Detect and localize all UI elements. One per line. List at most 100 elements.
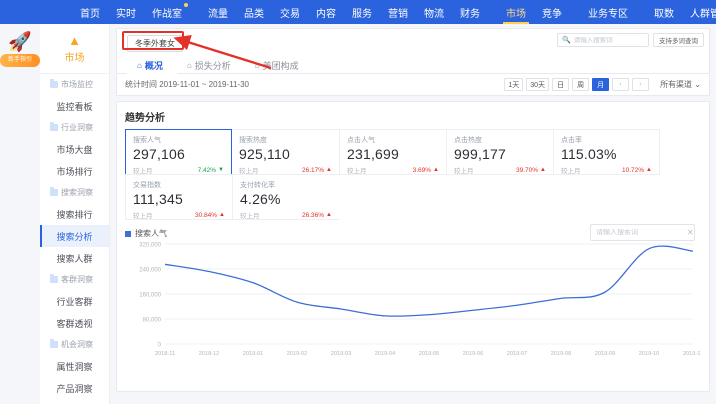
legend-label: 搜索人气: [135, 229, 167, 238]
date-segment-0[interactable]: 1天: [504, 78, 524, 91]
keyword-chip[interactable]: 冬季外套女: [127, 35, 183, 52]
notification-dot-icon: [184, 3, 188, 7]
tab-2[interactable]: ⌂ 美团构成: [245, 56, 313, 76]
nav-item-label: 流量: [208, 8, 228, 20]
folder-icon: [50, 79, 58, 88]
metric-compare-label: 较上月: [133, 168, 153, 175]
sidebar-group-label: 搜索洞察: [61, 188, 93, 197]
date-segment-5[interactable]: ‹: [612, 78, 630, 91]
nav-item-13[interactable]: 业务专区: [580, 0, 636, 24]
tab-1[interactable]: ⌂ 损失分析: [177, 56, 245, 76]
sidebar-item-1-0[interactable]: 市场大盘: [40, 138, 109, 160]
nav-item-label: 营销: [388, 8, 408, 20]
sidebar-item-0-0[interactable]: 监控看板: [40, 95, 109, 117]
date-segment-2[interactable]: 日: [552, 78, 570, 91]
metric-card-6[interactable]: 支付转化率 4.26% 较上月 26.36% ▲: [232, 174, 339, 220]
svg-text:320,000: 320,000: [139, 243, 161, 249]
nav-item-10[interactable]: 财务: [452, 0, 488, 24]
metric-label: 点击人气: [347, 137, 375, 144]
folder-icon: [50, 274, 58, 283]
folder-icon: [50, 122, 58, 131]
svg-text:2019-09: 2019-09: [595, 351, 616, 357]
chart-search-input[interactable]: [596, 229, 687, 236]
chart-search-box[interactable]: ✕: [590, 224, 695, 241]
date-range-label: 统计时间: [125, 80, 157, 89]
sidebar-item-1-1[interactable]: 市场排行: [40, 160, 109, 182]
date-segment-1[interactable]: 30天: [526, 78, 550, 91]
metric-card-1[interactable]: 搜索热度 925,110 较上月 26.17% ▲: [232, 129, 339, 175]
nav-item-label: 交易: [280, 8, 300, 20]
svg-text:2019-11: 2019-11: [683, 351, 701, 357]
multi-word-query-button[interactable]: 支持多词查询: [653, 33, 704, 47]
top-search-input[interactable]: [573, 36, 644, 44]
arrow-up-icon: ▲: [219, 212, 225, 218]
nav-item-0[interactable]: 首页: [72, 0, 108, 24]
top-search-box[interactable]: 🔍: [557, 33, 649, 47]
metric-footer: 较上月 26.36% ▲: [240, 210, 332, 221]
svg-text:2019-06: 2019-06: [463, 351, 484, 357]
tab-list: ⌂ 概况 ⌂ 损失分析 ⌂ 美团构成: [127, 56, 699, 76]
nav-item-3[interactable]: 流量: [200, 0, 236, 24]
sidebar-group-3: 客群洞察: [40, 269, 109, 290]
nav-item-label: 人群管理: [690, 8, 716, 20]
metric-label: 点击率: [561, 137, 582, 144]
market-icon: ▲: [68, 32, 81, 48]
close-icon[interactable]: ✕: [687, 228, 694, 237]
sidebar-item-4-0[interactable]: 属性洞察: [40, 355, 109, 377]
folder-icon: [50, 339, 58, 348]
metric-card-2[interactable]: 点击人气 231,699 较上月 3.69% ▲: [339, 129, 446, 175]
date-segment-3[interactable]: 周: [572, 78, 590, 91]
svg-text:2018-12: 2018-12: [199, 351, 220, 357]
arrow-down-icon: ▼: [218, 167, 224, 173]
tab-0[interactable]: ⌂ 概况: [127, 56, 177, 76]
sidebar-group-4: 机会洞察: [40, 334, 109, 355]
sidebar-item-3-1[interactable]: 客群透视: [40, 312, 109, 334]
nav-item-14[interactable]: 取数: [646, 0, 682, 24]
nav-item-label: 市场: [506, 8, 526, 20]
nav-item-label: 物流: [424, 8, 444, 20]
nav-item-1[interactable]: 实时: [108, 0, 144, 24]
metric-footer: 较上月 10.72% ▲: [561, 165, 652, 176]
metric-value: 231,699: [347, 146, 400, 162]
nav-item-15[interactable]: 人群管理: [682, 0, 716, 24]
metric-value: 925,110: [239, 146, 290, 162]
sidebar-item-label: 客群透视: [56, 318, 93, 329]
sidebar-item-2-1[interactable]: 搜索分析: [40, 225, 109, 247]
tab-label: 概况: [144, 61, 163, 71]
nav-item-6[interactable]: 内容: [308, 0, 344, 24]
sidebar-item-label: 搜索分析: [56, 231, 93, 242]
nav-item-11[interactable]: 市场: [498, 0, 534, 24]
metric-change-pct: 7.42%: [197, 166, 217, 174]
date-segment-6[interactable]: ›: [632, 78, 650, 91]
nav-item-7[interactable]: 服务: [344, 0, 380, 24]
nav-item-5[interactable]: 交易: [272, 0, 308, 24]
nav-item-4[interactable]: 品类: [236, 0, 272, 24]
sidebar-item-4-1[interactable]: 产品洞察: [40, 377, 109, 399]
nav-item-2[interactable]: 作战室: [144, 0, 190, 24]
metric-label: 支付转化率: [240, 182, 275, 189]
arrow-up-icon: ▲: [646, 167, 652, 173]
metric-change-pct: 3.69%: [412, 166, 432, 174]
nav-item-9[interactable]: 物流: [416, 0, 452, 24]
sidebar-item-3-0[interactable]: 行业客群: [40, 290, 109, 312]
channel-select[interactable]: 所有渠道 ⌄: [660, 79, 701, 90]
metric-label: 搜索人气: [133, 137, 161, 144]
metric-card-5[interactable]: 交易指数 111,345 较上月 30.84% ▲: [125, 174, 232, 220]
date-segment-4[interactable]: 月: [592, 78, 610, 91]
nav-item-12[interactable]: 竞争: [534, 0, 570, 24]
rocket-icon[interactable]: 🚀: [8, 32, 32, 53]
metric-card-0[interactable]: 搜索人气 297,106 较上月 7.42% ▼: [125, 129, 232, 175]
date-range: 统计时间 2019-11-01 ~ 2019-11-30: [125, 79, 249, 90]
sidebar-item-label: 行业客群: [56, 296, 93, 307]
tab-label: 美团构成: [262, 61, 299, 71]
metric-card-3[interactable]: 点击热度 999,177 较上月 39.70% ▲: [446, 129, 553, 175]
metric-label: 搜索热度: [239, 137, 267, 144]
sidebar-item-2-0[interactable]: 搜索排行: [40, 203, 109, 225]
sidebar: ▲ 市场 市场监控 监控看板 行业洞察 市场大盘 市场排行 搜索洞察 搜索排行 搜索分析 搜索人…: [40, 24, 110, 404]
folder-icon: [50, 187, 58, 196]
chart-legend[interactable]: 搜索人气: [125, 228, 701, 239]
nav-item-8[interactable]: 营销: [380, 0, 416, 24]
sidebar-item-2-2[interactable]: 搜索人群: [40, 247, 109, 269]
metric-card-4[interactable]: 点击率 115.03% 较上月 10.72% ▲: [553, 129, 660, 175]
guide-badge[interactable]: 新手指引: [0, 54, 40, 67]
